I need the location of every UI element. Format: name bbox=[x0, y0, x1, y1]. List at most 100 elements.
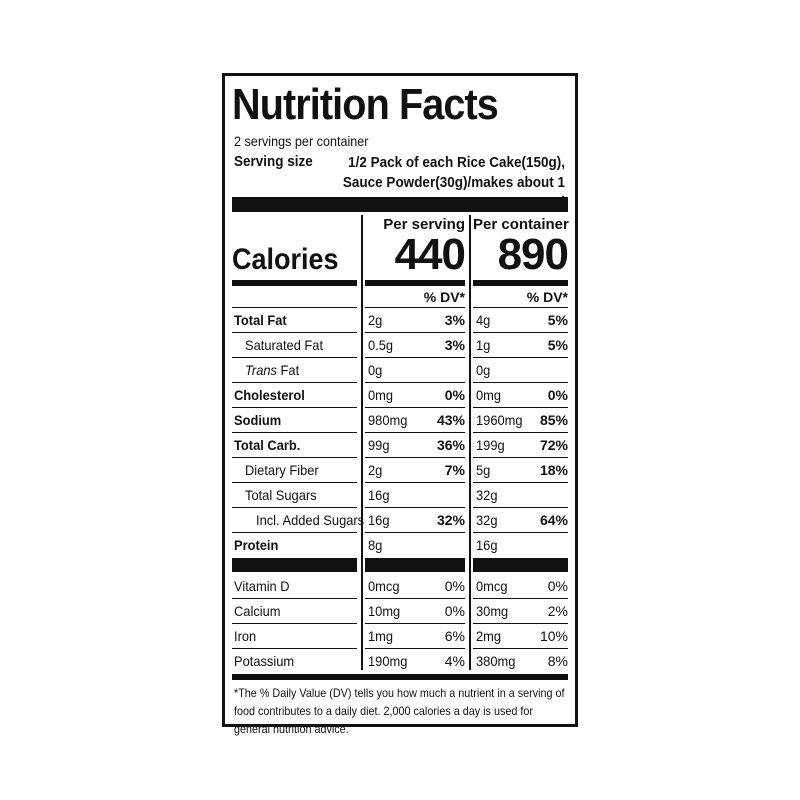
rule bbox=[365, 407, 465, 408]
rule bbox=[232, 457, 357, 458]
rule bbox=[232, 598, 357, 599]
rule bbox=[232, 432, 357, 433]
rule bbox=[365, 382, 465, 383]
row-label: Sodium bbox=[234, 412, 281, 428]
row-label: Iron bbox=[234, 628, 256, 644]
amount: 190mg bbox=[368, 653, 408, 669]
dv-header: % DV* bbox=[526, 289, 568, 305]
daily-value: 8% bbox=[547, 653, 568, 669]
column-header: Per container bbox=[473, 216, 569, 233]
column-divider bbox=[469, 215, 471, 670]
amount: 32g bbox=[476, 487, 498, 503]
amount: 0g bbox=[368, 362, 383, 378]
rule bbox=[232, 307, 357, 308]
rule bbox=[365, 532, 465, 533]
daily-value: 7% bbox=[444, 462, 465, 478]
row-label: Total Sugars bbox=[245, 487, 317, 503]
row-label: Dietary Fiber bbox=[245, 462, 319, 478]
rule bbox=[473, 532, 568, 533]
column-divider bbox=[361, 215, 363, 670]
servings: 2 servings per container bbox=[234, 133, 369, 149]
amount: 10mg bbox=[368, 603, 401, 619]
rule bbox=[232, 532, 357, 533]
amount: 0.5g bbox=[368, 337, 394, 353]
rule bbox=[473, 332, 568, 333]
column-header: Per serving bbox=[383, 216, 465, 233]
rule bbox=[232, 407, 357, 408]
row-label: Protein bbox=[234, 537, 278, 553]
amount: 0mg bbox=[368, 387, 394, 403]
rule bbox=[232, 332, 357, 333]
label-text: Cholesterol bbox=[234, 387, 305, 403]
rule bbox=[473, 382, 568, 383]
daily-value: 2% bbox=[547, 603, 568, 619]
rule bbox=[473, 357, 568, 358]
rule bbox=[473, 623, 568, 624]
amount: 0g bbox=[476, 362, 491, 378]
daily-value: 18% bbox=[539, 462, 568, 478]
row-label: Incl. Added Sugars bbox=[256, 512, 364, 528]
italic-label: Trans bbox=[245, 362, 277, 378]
rule bbox=[232, 623, 357, 624]
row-label: Potassium bbox=[234, 653, 294, 669]
thick-bar bbox=[232, 558, 357, 572]
rule bbox=[365, 432, 465, 433]
daily-value: 3% bbox=[444, 337, 465, 353]
calories-label: Calories bbox=[232, 243, 339, 276]
rule bbox=[232, 648, 357, 649]
amount: 32g bbox=[476, 512, 498, 528]
daily-value: 4% bbox=[444, 653, 465, 669]
calories-value: 890 bbox=[497, 230, 569, 279]
rule bbox=[473, 307, 568, 308]
rule bbox=[365, 307, 465, 308]
daily-value: 5% bbox=[547, 337, 568, 353]
amount: 16g bbox=[476, 537, 498, 553]
rule bbox=[232, 357, 357, 358]
amount: 2g bbox=[368, 462, 383, 478]
daily-value: 0% bbox=[444, 578, 465, 594]
medium-bar bbox=[232, 280, 357, 286]
amount: 980mg bbox=[368, 412, 408, 428]
rule bbox=[365, 357, 465, 358]
daily-value: 0% bbox=[444, 387, 465, 403]
label-text: Total Sugars bbox=[245, 487, 317, 503]
amount: 5g bbox=[476, 462, 491, 478]
daily-value: 0% bbox=[547, 578, 568, 594]
amount: 1g bbox=[476, 337, 491, 353]
rule bbox=[365, 332, 465, 333]
row-label: Calcium bbox=[234, 603, 281, 619]
daily-value: 10% bbox=[539, 628, 568, 644]
label-text: Iron bbox=[234, 628, 257, 644]
thick-bar bbox=[365, 558, 465, 572]
amount: 16g bbox=[368, 512, 390, 528]
rule bbox=[473, 507, 568, 508]
rule bbox=[473, 598, 568, 599]
rule bbox=[365, 457, 465, 458]
rule bbox=[365, 598, 465, 599]
label-text: Calcium bbox=[234, 603, 281, 619]
label-text: Potassium bbox=[234, 653, 295, 669]
rule bbox=[473, 457, 568, 458]
row-label: Saturated Fat bbox=[245, 337, 323, 353]
amount: 199g bbox=[476, 437, 505, 453]
rule bbox=[473, 648, 568, 649]
thick-bar bbox=[473, 558, 568, 572]
daily-value: 32% bbox=[436, 512, 465, 528]
daily-value: 3% bbox=[444, 312, 465, 328]
rule bbox=[232, 382, 357, 383]
dv-header: % DV* bbox=[423, 289, 465, 305]
rule bbox=[365, 648, 465, 649]
row-label: Vitamin D bbox=[234, 578, 290, 594]
medium-bar bbox=[365, 280, 465, 286]
rule bbox=[365, 482, 465, 483]
label-text: Vitamin D bbox=[234, 578, 290, 594]
daily-value: 43% bbox=[436, 412, 465, 428]
rule bbox=[365, 623, 465, 624]
amount: 8g bbox=[368, 537, 383, 553]
rule bbox=[232, 507, 357, 508]
amount: 30mg bbox=[476, 603, 509, 619]
row-label: Total Carb. bbox=[234, 437, 300, 453]
calories-value: 440 bbox=[394, 230, 466, 279]
